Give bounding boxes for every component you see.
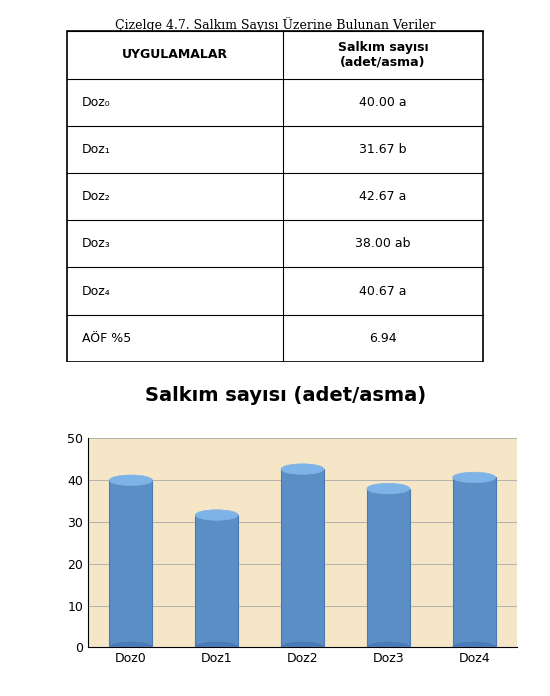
Ellipse shape — [281, 642, 324, 653]
FancyBboxPatch shape — [67, 31, 483, 362]
Text: UYGULAMALAR: UYGULAMALAR — [122, 49, 228, 61]
Text: Doz₄: Doz₄ — [82, 285, 111, 298]
Text: 40.00 a: 40.00 a — [359, 95, 407, 109]
Bar — [195, 515, 238, 647]
Ellipse shape — [109, 475, 152, 486]
Text: AÖF %5: AÖF %5 — [82, 332, 131, 345]
Text: 38.00 ab: 38.00 ab — [355, 237, 411, 251]
Text: 40.67 a: 40.67 a — [359, 285, 407, 298]
Ellipse shape — [195, 642, 238, 653]
Text: Doz₃: Doz₃ — [82, 237, 111, 251]
Ellipse shape — [453, 642, 496, 653]
Ellipse shape — [281, 464, 324, 474]
Bar — [453, 477, 496, 647]
Text: Doz₀: Doz₀ — [82, 95, 111, 109]
Text: Doz₁: Doz₁ — [82, 143, 111, 156]
Text: Salkım sayısı (adet/asma): Salkım sayısı (adet/asma) — [145, 386, 427, 405]
Bar — [109, 480, 152, 647]
Text: Çizelge 4.7. Salkım Sayısı Üzerine Bulunan Veriler: Çizelge 4.7. Salkım Sayısı Üzerine Bulun… — [115, 17, 435, 33]
Text: 42.67 a: 42.67 a — [359, 190, 407, 203]
Ellipse shape — [367, 483, 410, 494]
Text: Salkım sayısı
(adet/asma): Salkım sayısı (adet/asma) — [338, 41, 428, 69]
Ellipse shape — [453, 472, 496, 482]
Bar — [281, 469, 324, 647]
Ellipse shape — [367, 642, 410, 653]
Text: Doz₂: Doz₂ — [82, 190, 111, 203]
Ellipse shape — [195, 509, 238, 520]
Text: 6.94: 6.94 — [369, 332, 397, 345]
Bar — [367, 489, 410, 647]
Ellipse shape — [109, 642, 152, 653]
Text: 31.67 b: 31.67 b — [359, 143, 407, 156]
